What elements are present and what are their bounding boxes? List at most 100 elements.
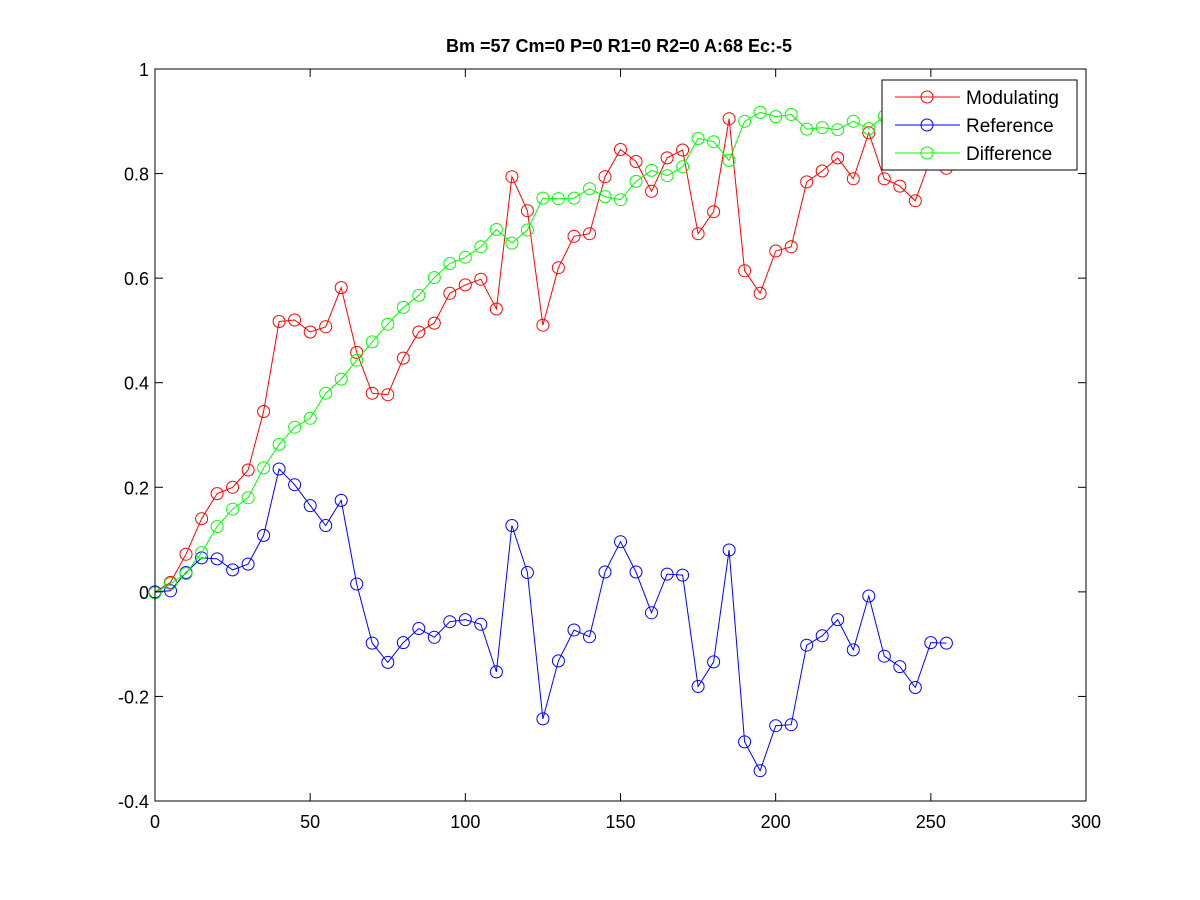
x-tick-label: 100: [450, 812, 480, 832]
data-point-modulating: [614, 143, 627, 156]
data-point-reference: [210, 552, 224, 566]
data-point-reference: [676, 568, 690, 582]
data-point-reference: [257, 528, 271, 542]
data-point-modulating: [179, 547, 193, 561]
data-point-difference: [567, 191, 581, 205]
data-point-reference: [350, 577, 364, 591]
data-point-difference: [334, 372, 348, 386]
data-point-difference: [551, 192, 565, 206]
data-point-modulating: [769, 244, 783, 258]
data-point-reference: [164, 584, 177, 598]
data-point-modulating: [288, 313, 302, 327]
data-point-reference: [365, 636, 379, 650]
y-tick-label: -0.4: [118, 792, 149, 812]
y-tick-label: 1: [139, 60, 149, 80]
data-point-reference: [691, 680, 705, 693]
data-point-modulating: [676, 143, 690, 157]
series-difference: [148, 99, 953, 600]
data-point-reference: [551, 654, 565, 668]
data-point-difference: [427, 271, 441, 285]
data-point-difference: [846, 114, 860, 128]
data-point-difference: [381, 317, 395, 331]
data-point-reference: [536, 712, 550, 726]
data-point-modulating: [815, 164, 829, 178]
data-point-modulating: [846, 172, 860, 186]
data-point-modulating: [474, 272, 488, 286]
data-point-modulating: [520, 204, 534, 218]
data-point-reference: [381, 655, 395, 669]
series-layer: [148, 99, 953, 778]
data-point-difference: [241, 491, 255, 505]
x-tick-label: 50: [300, 812, 320, 832]
data-point-reference: [520, 566, 534, 579]
data-point-difference: [815, 121, 829, 135]
data-point-modulating: [443, 286, 457, 300]
y-tick-label: 0.6: [124, 269, 149, 289]
data-point-modulating: [784, 240, 798, 254]
data-point-reference: [846, 643, 860, 657]
y-tick-label: 0.2: [124, 478, 149, 498]
data-point-modulating: [722, 112, 736, 126]
axes-layer: 0 50 100 150 200 250 300 -0.4 -0.2 0 0.2 0.4 0.6 0.8 1: [118, 60, 1101, 832]
data-point-reference: [645, 606, 658, 620]
data-point-reference: [241, 557, 255, 571]
data-point-reference: [319, 519, 333, 532]
data-point-modulating: [381, 388, 395, 402]
y-tick-label: 0.4: [124, 374, 149, 394]
data-point-modulating: [272, 315, 286, 328]
data-point-difference: [583, 182, 596, 196]
data-point-difference: [210, 520, 224, 533]
series-line-modulating: [154, 118, 947, 593]
legend: Modulating Reference Difference: [881, 79, 1078, 171]
series-line-reference: [154, 468, 947, 772]
series-line-difference: [154, 105, 947, 594]
data-point-difference: [195, 546, 209, 560]
data-point-reference: [272, 462, 286, 476]
data-point-modulating: [396, 351, 410, 365]
data-point-reference: [396, 636, 410, 650]
data-point-modulating: [412, 325, 426, 339]
data-point-difference: [505, 236, 519, 250]
data-point-difference: [645, 163, 658, 177]
data-point-reference: [598, 565, 612, 579]
legend-marker-reference: [920, 118, 934, 132]
data-point-difference: [536, 191, 550, 205]
data-point-difference: [474, 240, 488, 254]
data-point-modulating: [877, 172, 891, 186]
data-point-difference: [272, 437, 286, 451]
data-point-reference: [753, 764, 767, 778]
data-point-reference: [908, 681, 922, 694]
x-tick-label: 0: [150, 812, 160, 832]
data-point-difference: [257, 461, 271, 475]
data-point-reference: [505, 519, 519, 532]
data-point-reference: [303, 499, 317, 513]
data-point-modulating: [241, 463, 255, 477]
data-point-difference: [676, 160, 690, 174]
data-point-modulating: [831, 151, 845, 165]
data-point-reference: [924, 636, 938, 650]
data-point-modulating: [908, 194, 922, 208]
data-point-modulating: [303, 325, 317, 339]
data-point-reference: [629, 565, 643, 579]
data-point-modulating: [645, 184, 658, 198]
data-point-reference: [614, 535, 627, 549]
data-point-difference: [226, 502, 240, 516]
data-point-difference: [458, 250, 472, 264]
data-point-modulating: [738, 264, 752, 278]
data-point-modulating: [707, 205, 721, 219]
data-point-reference: [939, 636, 953, 650]
data-point-reference: [722, 543, 736, 557]
data-point-reference: [489, 665, 503, 679]
data-point-reference: [458, 613, 472, 627]
data-point-modulating: [583, 227, 596, 241]
data-point-difference: [769, 110, 783, 124]
data-point-reference: [862, 589, 876, 603]
data-point-reference: [226, 563, 240, 577]
data-point-reference: [660, 567, 674, 581]
data-point-difference: [831, 123, 845, 137]
data-point-modulating: [629, 155, 643, 168]
data-point-difference: [365, 335, 379, 349]
data-point-modulating: [489, 302, 503, 316]
data-point-difference: [800, 122, 814, 136]
data-point-reference: [815, 629, 829, 643]
